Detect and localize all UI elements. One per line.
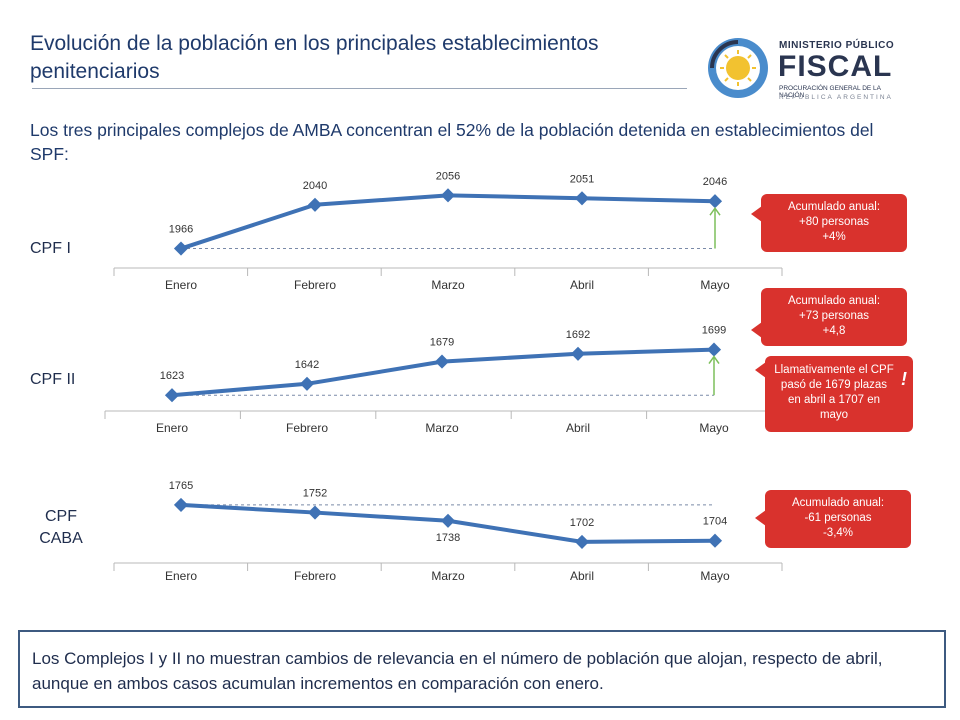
data-label: 1699 bbox=[702, 325, 726, 337]
data-label: 1738 bbox=[436, 532, 460, 544]
x-tick-label: Abril bbox=[566, 421, 590, 435]
callout-caba-line1: Acumulado anual: bbox=[791, 497, 885, 509]
x-tick-label: Febrero bbox=[294, 278, 336, 292]
sun-emblem-icon bbox=[708, 38, 768, 98]
callout-cpf1-line3: +4% bbox=[822, 231, 846, 243]
callout-cpf2: Acumulado anual: +73 personas +4,8 bbox=[751, 288, 907, 346]
data-label: 1692 bbox=[566, 329, 590, 341]
exclamation-icon: ! bbox=[901, 369, 907, 389]
data-point bbox=[707, 533, 723, 548]
x-tick-label: Marzo bbox=[431, 278, 465, 292]
x-tick-label: Mayo bbox=[699, 421, 729, 435]
row-label-cpf1: CPF I bbox=[30, 240, 71, 257]
x-tick-label: Enero bbox=[156, 421, 188, 435]
row-label-cpf-caba: CPF CABA bbox=[36, 506, 86, 550]
data-point bbox=[440, 188, 456, 203]
callout-arrow bbox=[751, 322, 762, 338]
data-point bbox=[164, 388, 180, 403]
logo-procuracion-text: PROCURACIÓN GENERAL DE LA NACIÓN bbox=[779, 85, 881, 99]
data-label: 1765 bbox=[169, 480, 193, 492]
data-point bbox=[574, 191, 590, 206]
x-tick-label: Marzo bbox=[431, 569, 465, 583]
row-label-cpf-caba-line1: CPF bbox=[45, 508, 77, 525]
data-point bbox=[574, 534, 590, 549]
callout-cpf1-line2: +80 personas bbox=[798, 216, 869, 228]
callout-cpf2-line3: +4,8 bbox=[822, 325, 846, 337]
data-point bbox=[173, 497, 189, 513]
title-divider bbox=[32, 88, 687, 89]
data-point bbox=[434, 354, 450, 369]
data-point bbox=[307, 505, 323, 520]
row-label-cpf2: CPF II bbox=[30, 371, 76, 388]
callout-arrow bbox=[751, 206, 762, 222]
data-label: 1702 bbox=[570, 517, 594, 529]
callout-cpf-caba: Acumulado anual: -61 personas -3,4% bbox=[755, 490, 911, 548]
callout-cpf2-note: Llamativamente el CPF pasó de 1679 plaza… bbox=[755, 356, 913, 432]
data-point bbox=[173, 241, 189, 256]
row-label-cpf-caba-line2: CABA bbox=[39, 530, 83, 547]
data-point bbox=[299, 376, 315, 391]
data-label: 1752 bbox=[303, 488, 327, 500]
logo-republica-text: REPÚBLICA ARGENTINA bbox=[779, 94, 893, 101]
data-point bbox=[706, 342, 722, 357]
logo-ministry-text: MINISTERIO PÚBLICO bbox=[779, 40, 895, 51]
callout-cpf1-line1: Acumulado anual: bbox=[787, 201, 881, 213]
data-label: 2046 bbox=[703, 176, 727, 188]
slide-subtitle: Los tres principales complejos de AMBA c… bbox=[30, 120, 874, 164]
data-label: 1966 bbox=[169, 224, 193, 236]
callout-caba-line2: -61 personas bbox=[804, 512, 872, 524]
x-tick-label: Abril bbox=[570, 569, 594, 583]
logo-fiscal-text: FISCAL bbox=[778, 50, 893, 83]
data-point bbox=[307, 197, 323, 212]
callout-cpf2-note-text: Llamativamente el CPF pasó de 1679 plaza… bbox=[774, 364, 894, 421]
growth-arrow-head-icon bbox=[709, 206, 721, 216]
callout-cpf2-line2: +73 personas bbox=[798, 310, 869, 322]
callout-cpf1: Acumulado anual: +80 personas +4% bbox=[751, 194, 907, 252]
callout-caba-line3: -3,4% bbox=[822, 527, 854, 539]
x-tick-label: Mayo bbox=[700, 278, 730, 292]
data-label: 2056 bbox=[436, 170, 460, 182]
x-tick-label: Marzo bbox=[425, 421, 459, 435]
data-label: 1623 bbox=[160, 370, 184, 382]
x-tick-label: Mayo bbox=[700, 569, 730, 583]
x-tick-label: Enero bbox=[165, 278, 197, 292]
data-label: 1679 bbox=[430, 337, 454, 349]
data-label: 2051 bbox=[570, 173, 594, 185]
x-tick-label: Febrero bbox=[286, 421, 328, 435]
x-tick-label: Febrero bbox=[294, 569, 336, 583]
data-point bbox=[440, 513, 456, 528]
growth-arrow-head-icon bbox=[708, 355, 720, 365]
slide-title: Evolución de la población en los princip… bbox=[30, 32, 599, 83]
summary-box: Los Complejos I y II no muestran cambios… bbox=[18, 630, 946, 708]
x-tick-label: Abril bbox=[570, 278, 594, 292]
data-point bbox=[570, 346, 586, 361]
data-label: 1642 bbox=[295, 359, 319, 371]
data-label: 1704 bbox=[703, 516, 727, 528]
ministerio-publico-fiscal-logo: MINISTERIO PÚBLICO FISCAL PROCURACIÓN GE… bbox=[706, 36, 896, 106]
data-point bbox=[707, 194, 723, 209]
data-label: 2040 bbox=[303, 180, 327, 192]
callout-cpf2-line1: Acumulado anual: bbox=[787, 295, 881, 307]
callout-arrow bbox=[755, 362, 766, 378]
callout-arrow bbox=[755, 510, 766, 526]
x-tick-label: Enero bbox=[165, 569, 197, 583]
series-line bbox=[180, 193, 716, 251]
